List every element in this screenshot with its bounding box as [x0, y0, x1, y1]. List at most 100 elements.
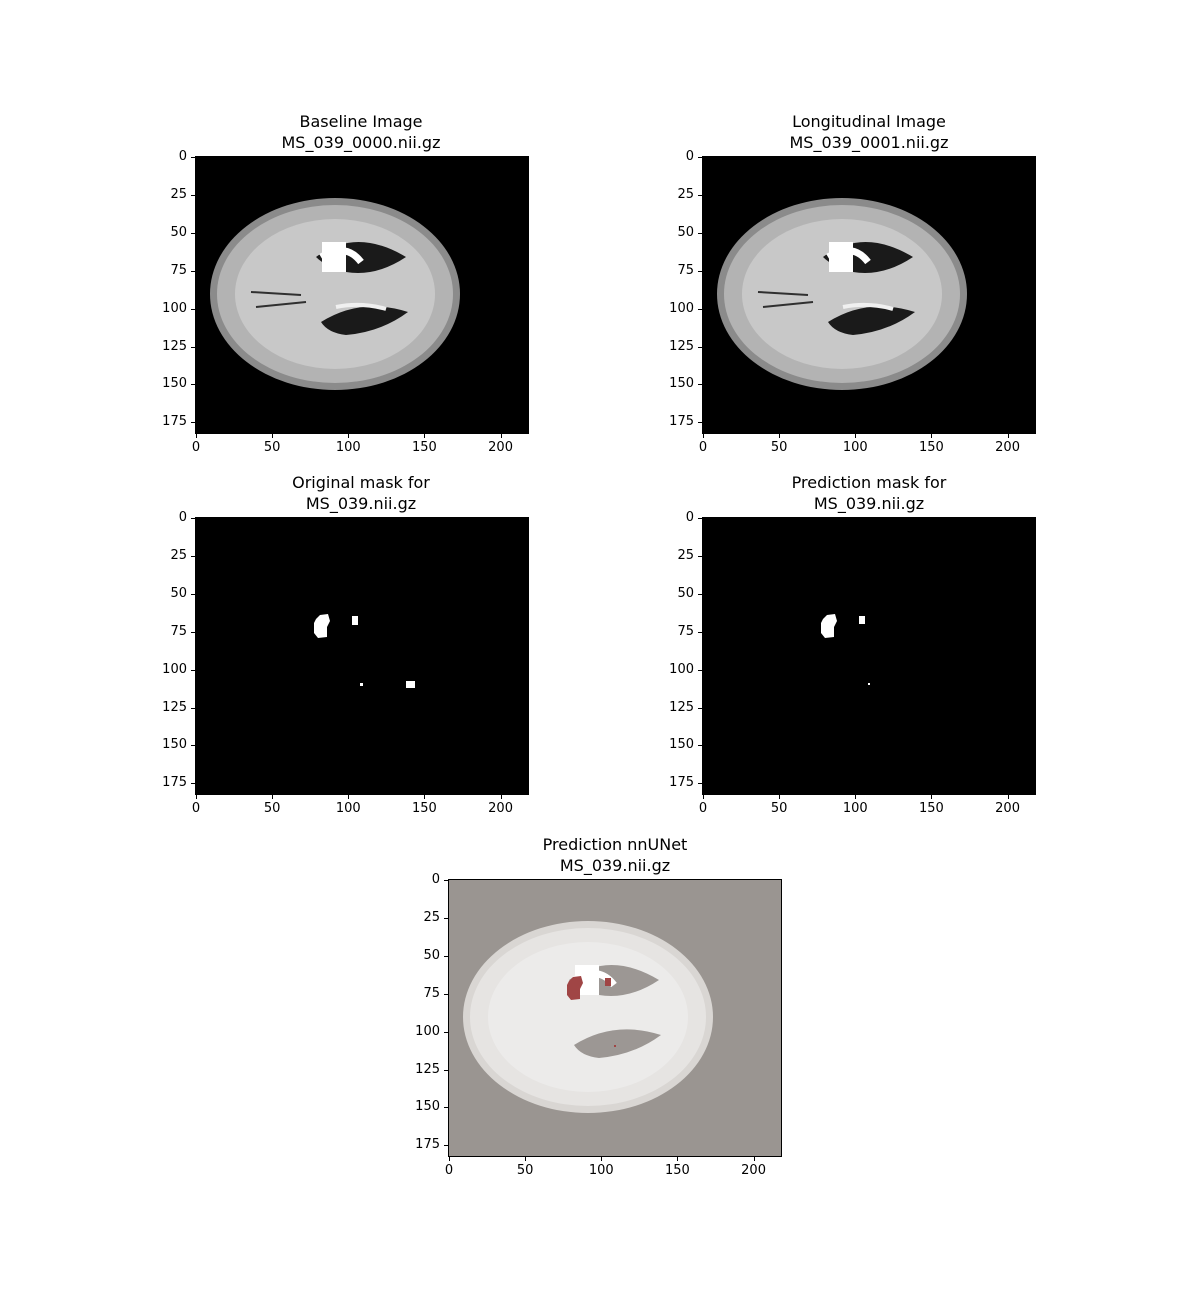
y-tick-label: 175 [162, 414, 187, 430]
x-tick-mark [424, 434, 426, 438]
x-tick-label: 150 [919, 440, 944, 455]
y-tick-label: 175 [415, 1137, 440, 1153]
x-tick-label: 100 [335, 801, 361, 816]
x-tick-mark [196, 434, 197, 438]
y-tick-mark [444, 1107, 448, 1109]
x-tick-mark [703, 434, 704, 438]
y-tick-label: 175 [669, 775, 694, 791]
brain-mri-image [703, 157, 1035, 433]
title-line-1: Original mask for [292, 473, 430, 492]
title-line-1: Prediction mask for [791, 473, 947, 492]
x-tick-mark [500, 434, 502, 438]
y-tick-mark [698, 157, 702, 158]
x-tick-label: 50 [770, 801, 788, 816]
x-tick-mark [196, 795, 197, 799]
y-tick-mark [191, 783, 195, 785]
y-tick-label: 150 [162, 737, 187, 753]
y-tick-label: 100 [162, 300, 187, 316]
image-axes [702, 156, 1036, 434]
x-tick-mark [677, 1157, 679, 1161]
y-tick-label: 50 [423, 947, 440, 963]
y-tick-label: 75 [170, 623, 187, 639]
y-tick-mark [191, 308, 195, 310]
y-tick-label: 100 [162, 661, 187, 677]
y-tick-mark [191, 422, 195, 424]
x-tick-mark [348, 434, 350, 438]
y-tick-label: 125 [162, 338, 187, 354]
x-tick-mark [424, 795, 426, 799]
y-tick-label: 150 [669, 737, 694, 753]
y-tick-label: 75 [677, 623, 694, 639]
y-tick-mark [698, 631, 702, 633]
x-tick-label: 100 [588, 1163, 614, 1178]
y-tick-label: 125 [669, 338, 694, 354]
title-line-1: Prediction nnUNet [542, 835, 688, 854]
lesion-mask-image [196, 518, 528, 794]
y-tick-mark [191, 593, 195, 595]
panel-title: Prediction nnUNet MS_039.nii.gz [415, 834, 815, 876]
x-tick-label: 150 [412, 801, 437, 816]
y-tick-label: 50 [170, 224, 187, 240]
x-tick-mark [779, 795, 781, 799]
y-tick-mark [444, 1145, 448, 1147]
title-line-2: MS_039_0001.nii.gz [789, 133, 949, 152]
y-tick-label: 75 [677, 262, 694, 278]
x-tick-label: 200 [741, 1163, 766, 1178]
title-line-2: MS_039.nii.gz [305, 494, 417, 513]
y-tick-mark [191, 232, 195, 234]
y-tick-label: 0 [178, 510, 187, 525]
y-tick-label: 100 [669, 661, 694, 677]
x-tick-label: 50 [516, 1163, 534, 1178]
x-tick-label: 150 [412, 440, 437, 455]
x-tick-label: 50 [263, 801, 281, 816]
y-tick-mark [191, 745, 195, 747]
title-line-2: MS_039.nii.gz [813, 494, 925, 513]
y-tick-mark [191, 157, 195, 158]
y-tick-mark [698, 555, 702, 557]
y-tick-mark [191, 194, 195, 196]
y-tick-label: 50 [677, 224, 694, 240]
panel-title: Prediction mask for MS_039.nii.gz [669, 472, 1069, 514]
x-tick-label: 150 [665, 1163, 690, 1178]
y-tick-mark [444, 880, 448, 881]
y-tick-label: 125 [415, 1061, 440, 1077]
y-tick-label: 25 [170, 186, 187, 202]
y-tick-mark [698, 194, 702, 196]
y-tick-mark [191, 555, 195, 557]
lesion-mask-image [703, 518, 1035, 794]
x-tick-mark [753, 1157, 755, 1161]
x-tick-label: 0 [698, 801, 708, 816]
y-tick-label: 175 [162, 775, 187, 791]
y-tick-mark [191, 631, 195, 633]
y-tick-mark [191, 707, 195, 709]
y-tick-mark [698, 270, 702, 272]
y-tick-mark [698, 593, 702, 595]
y-tick-label: 25 [677, 186, 694, 202]
y-tick-mark [698, 422, 702, 424]
title-line-1: Baseline Image [299, 112, 423, 131]
panel-title: Longitudinal Image MS_039_0001.nii.gz [669, 111, 1069, 153]
x-tick-label: 100 [842, 440, 868, 455]
y-tick-mark [698, 308, 702, 310]
x-tick-mark [855, 434, 857, 438]
y-tick-label: 175 [669, 414, 694, 430]
x-tick-mark [1007, 795, 1009, 799]
y-tick-label: 150 [162, 376, 187, 392]
y-tick-label: 0 [685, 510, 694, 525]
y-tick-mark [444, 1031, 448, 1033]
title-line-1: Longitudinal Image [792, 112, 946, 131]
y-tick-label: 50 [170, 585, 187, 601]
x-tick-mark [500, 795, 502, 799]
x-tick-label: 0 [191, 801, 201, 816]
y-tick-mark [191, 518, 195, 519]
y-tick-mark [191, 384, 195, 386]
x-tick-mark [1007, 434, 1009, 438]
y-tick-mark [191, 270, 195, 272]
overlay-image [449, 880, 781, 1156]
y-tick-label: 0 [178, 149, 187, 164]
x-tick-label: 200 [488, 801, 513, 816]
x-tick-mark [931, 795, 933, 799]
image-axes [195, 156, 529, 434]
y-tick-label: 100 [415, 1023, 440, 1039]
x-tick-mark [779, 434, 781, 438]
